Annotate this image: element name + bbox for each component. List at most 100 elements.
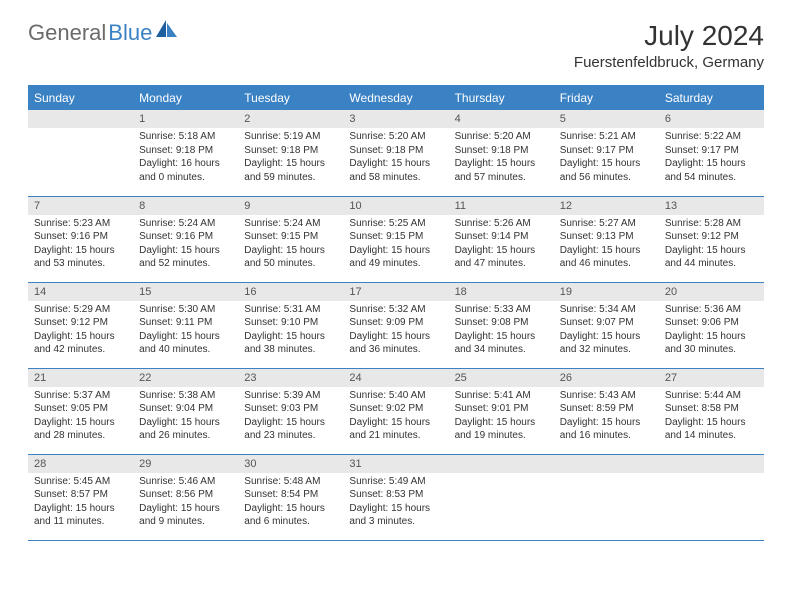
day-number: 10	[343, 197, 448, 215]
day-header: Wednesday	[343, 86, 448, 111]
day-number: 1	[133, 110, 238, 128]
day-body: Sunrise: 5:22 AMSunset: 9:17 PMDaylight:…	[659, 128, 764, 188]
day-number: 5	[554, 110, 659, 128]
sunrise-text: Sunrise: 5:31 AM	[244, 303, 337, 317]
day-number: 9	[238, 197, 343, 215]
day-number: 27	[659, 369, 764, 387]
sunrise-text: Sunrise: 5:38 AM	[139, 389, 232, 403]
sunset-text: Sunset: 9:16 PM	[34, 230, 127, 244]
sunrise-text: Sunrise: 5:18 AM	[139, 130, 232, 144]
calendar-cell: 30Sunrise: 5:48 AMSunset: 8:54 PMDayligh…	[238, 454, 343, 540]
day-number: 16	[238, 283, 343, 301]
day-number: 29	[133, 455, 238, 473]
day-body	[659, 473, 764, 533]
day-number: 20	[659, 283, 764, 301]
daylight-text: Daylight: 15 hours and 40 minutes.	[139, 330, 232, 357]
day-number: 19	[554, 283, 659, 301]
daylight-text: Daylight: 15 hours and 56 minutes.	[560, 157, 653, 184]
sunset-text: Sunset: 9:13 PM	[560, 230, 653, 244]
daylight-text: Daylight: 15 hours and 53 minutes.	[34, 244, 127, 271]
sunset-text: Sunset: 9:18 PM	[349, 144, 442, 158]
day-body: Sunrise: 5:38 AMSunset: 9:04 PMDaylight:…	[133, 387, 238, 447]
daylight-text: Daylight: 15 hours and 23 minutes.	[244, 416, 337, 443]
day-body: Sunrise: 5:21 AMSunset: 9:17 PMDaylight:…	[554, 128, 659, 188]
sunrise-text: Sunrise: 5:20 AM	[455, 130, 548, 144]
calendar-cell	[449, 454, 554, 540]
calendar-cell: 14Sunrise: 5:29 AMSunset: 9:12 PMDayligh…	[28, 282, 133, 368]
day-body: Sunrise: 5:49 AMSunset: 8:53 PMDaylight:…	[343, 473, 448, 533]
sunset-text: Sunset: 9:11 PM	[139, 316, 232, 330]
day-body: Sunrise: 5:28 AMSunset: 9:12 PMDaylight:…	[659, 215, 764, 275]
sunrise-text: Sunrise: 5:43 AM	[560, 389, 653, 403]
calendar-cell: 21Sunrise: 5:37 AMSunset: 9:05 PMDayligh…	[28, 368, 133, 454]
daylight-text: Daylight: 15 hours and 58 minutes.	[349, 157, 442, 184]
sunset-text: Sunset: 8:59 PM	[560, 402, 653, 416]
calendar-body: 1Sunrise: 5:18 AMSunset: 9:18 PMDaylight…	[28, 110, 764, 540]
day-body: Sunrise: 5:33 AMSunset: 9:08 PMDaylight:…	[449, 301, 554, 361]
sunset-text: Sunset: 9:18 PM	[244, 144, 337, 158]
sunset-text: Sunset: 9:03 PM	[244, 402, 337, 416]
calendar-cell: 2Sunrise: 5:19 AMSunset: 9:18 PMDaylight…	[238, 110, 343, 196]
sunrise-text: Sunrise: 5:49 AM	[349, 475, 442, 489]
day-body	[449, 473, 554, 533]
page-header: GeneralBlue July 2024 Fuerstenfeldbruck,…	[28, 20, 764, 71]
calendar-cell: 16Sunrise: 5:31 AMSunset: 9:10 PMDayligh…	[238, 282, 343, 368]
calendar-week: 1Sunrise: 5:18 AMSunset: 9:18 PMDaylight…	[28, 110, 764, 196]
daylight-text: Daylight: 15 hours and 28 minutes.	[34, 416, 127, 443]
daylight-text: Daylight: 15 hours and 38 minutes.	[244, 330, 337, 357]
day-body: Sunrise: 5:40 AMSunset: 9:02 PMDaylight:…	[343, 387, 448, 447]
calendar-cell: 27Sunrise: 5:44 AMSunset: 8:58 PMDayligh…	[659, 368, 764, 454]
calendar-cell: 3Sunrise: 5:20 AMSunset: 9:18 PMDaylight…	[343, 110, 448, 196]
day-body: Sunrise: 5:18 AMSunset: 9:18 PMDaylight:…	[133, 128, 238, 188]
sunrise-text: Sunrise: 5:45 AM	[34, 475, 127, 489]
day-body: Sunrise: 5:30 AMSunset: 9:11 PMDaylight:…	[133, 301, 238, 361]
daylight-text: Daylight: 15 hours and 52 minutes.	[139, 244, 232, 271]
calendar-cell: 12Sunrise: 5:27 AMSunset: 9:13 PMDayligh…	[554, 196, 659, 282]
daylight-text: Daylight: 15 hours and 47 minutes.	[455, 244, 548, 271]
calendar-cell: 15Sunrise: 5:30 AMSunset: 9:11 PMDayligh…	[133, 282, 238, 368]
day-body: Sunrise: 5:34 AMSunset: 9:07 PMDaylight:…	[554, 301, 659, 361]
logo: GeneralBlue	[28, 20, 178, 46]
day-body: Sunrise: 5:44 AMSunset: 8:58 PMDaylight:…	[659, 387, 764, 447]
day-body: Sunrise: 5:20 AMSunset: 9:18 PMDaylight:…	[449, 128, 554, 188]
sunset-text: Sunset: 9:04 PM	[139, 402, 232, 416]
day-body: Sunrise: 5:43 AMSunset: 8:59 PMDaylight:…	[554, 387, 659, 447]
day-number: 13	[659, 197, 764, 215]
sunset-text: Sunset: 9:12 PM	[665, 230, 758, 244]
calendar-cell: 7 Sunrise: 5:23 AMSunset: 9:16 PMDaylight…	[28, 196, 133, 282]
daylight-text: Daylight: 15 hours and 59 minutes.	[244, 157, 337, 184]
day-number	[449, 455, 554, 473]
sunset-text: Sunset: 9:05 PM	[34, 402, 127, 416]
calendar-cell: 26Sunrise: 5:43 AMSunset: 8:59 PMDayligh…	[554, 368, 659, 454]
daylight-text: Daylight: 15 hours and 14 minutes.	[665, 416, 758, 443]
day-body: Sunrise: 5:24 AMSunset: 9:16 PMDaylight:…	[133, 215, 238, 275]
day-number: 24	[343, 369, 448, 387]
day-body: Sunrise: 5:19 AMSunset: 9:18 PMDaylight:…	[238, 128, 343, 188]
day-body: Sunrise: 5:32 AMSunset: 9:09 PMDaylight:…	[343, 301, 448, 361]
day-body: Sunrise: 5:20 AMSunset: 9:18 PMDaylight:…	[343, 128, 448, 188]
sunrise-text: Sunrise: 5:34 AM	[560, 303, 653, 317]
calendar-cell: 6Sunrise: 5:22 AMSunset: 9:17 PMDaylight…	[659, 110, 764, 196]
sunrise-text: Sunrise: 5:23 AM	[34, 217, 127, 231]
logo-text-gray: General	[28, 20, 106, 46]
day-number: 3	[343, 110, 448, 128]
calendar-table: SundayMondayTuesdayWednesdayThursdayFrid…	[28, 85, 764, 541]
daylight-text: Daylight: 15 hours and 16 minutes.	[560, 416, 653, 443]
day-number: 11	[449, 197, 554, 215]
day-number: 22	[133, 369, 238, 387]
daylight-text: Daylight: 15 hours and 34 minutes.	[455, 330, 548, 357]
calendar-head: SundayMondayTuesdayWednesdayThursdayFrid…	[28, 86, 764, 111]
sunrise-text: Sunrise: 5:33 AM	[455, 303, 548, 317]
sunset-text: Sunset: 9:14 PM	[455, 230, 548, 244]
day-number	[659, 455, 764, 473]
sunset-text: Sunset: 9:12 PM	[34, 316, 127, 330]
day-header: Sunday	[28, 86, 133, 111]
sunset-text: Sunset: 8:56 PM	[139, 488, 232, 502]
day-header: Friday	[554, 86, 659, 111]
logo-sail-icon	[156, 20, 178, 43]
calendar-page: GeneralBlue July 2024 Fuerstenfeldbruck,…	[0, 0, 792, 561]
day-body: Sunrise: 5:37 AMSunset: 9:05 PMDaylight:…	[28, 387, 133, 447]
sunset-text: Sunset: 9:07 PM	[560, 316, 653, 330]
day-number: 7	[28, 197, 133, 215]
day-header: Monday	[133, 86, 238, 111]
